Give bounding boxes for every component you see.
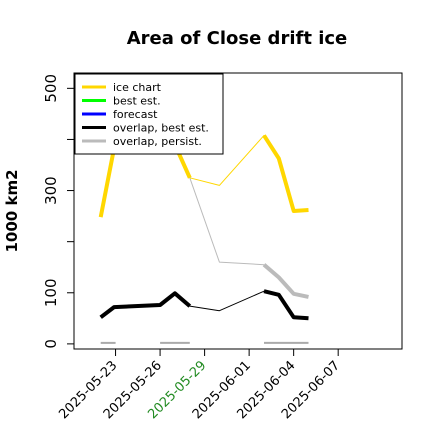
series-line <box>263 289 309 321</box>
y-tick-label: 300 <box>42 176 60 205</box>
y-tick-label: 500 <box>42 74 60 103</box>
series-line <box>99 291 192 319</box>
series-line <box>262 134 309 213</box>
x-axis: 2025-05-232025-05-262025-05-292025-06-01… <box>56 349 343 422</box>
plot-area <box>73 72 403 350</box>
series-line <box>262 263 309 299</box>
legend-label: ice chart <box>113 81 162 94</box>
y-tick-label: 0 <box>42 339 60 349</box>
series-line <box>189 177 265 266</box>
y-tick-label: 100 <box>42 278 60 307</box>
y-axis-label: 1000 km2 <box>3 169 21 252</box>
legend-label: best est. <box>113 95 161 108</box>
y-axis: 0 100 300 500 <box>42 74 74 349</box>
chart-title: Area of Close drift ice <box>127 28 348 49</box>
legend-label: overlap, persist. <box>113 135 202 148</box>
plot-frame <box>73 72 403 350</box>
legend-label: overlap, best est. <box>113 122 209 135</box>
legend-label: forecast <box>113 108 158 121</box>
